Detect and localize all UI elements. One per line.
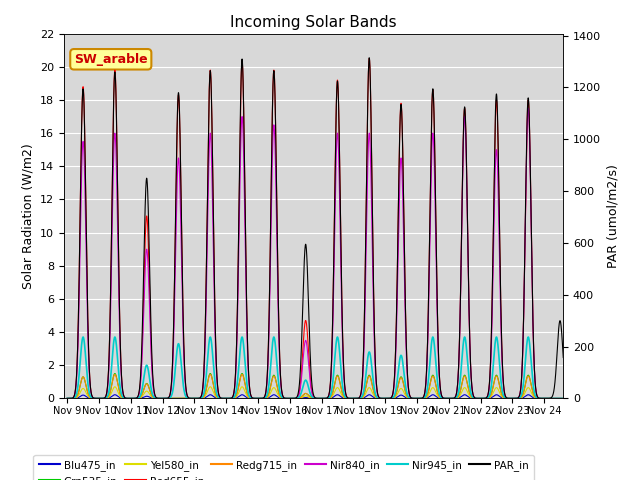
Red655_in <box>364 77 372 83</box>
Red655_in <box>63 396 71 401</box>
Blu475_in <box>440 396 448 401</box>
Redg715_in <box>468 394 476 400</box>
PAR_in <box>387 395 394 401</box>
Nir840_in <box>387 396 394 401</box>
Yel580_in <box>468 395 476 401</box>
Yel580_in <box>89 396 97 401</box>
PAR_in <box>63 396 71 401</box>
Red655_in <box>365 56 373 61</box>
Title: Incoming Solar Bands: Incoming Solar Bands <box>230 15 397 30</box>
Yel580_in <box>248 396 255 401</box>
Grn535_in <box>572 396 580 401</box>
Nir945_in <box>387 396 394 401</box>
Text: SW_arable: SW_arable <box>74 53 148 66</box>
Nir840_in <box>524 105 532 111</box>
Nir840_in <box>63 396 71 401</box>
Redg715_in <box>63 396 71 401</box>
Red655_in <box>248 394 255 399</box>
Redg715_in <box>89 396 97 401</box>
Line: Nir840_in: Nir840_in <box>67 108 576 398</box>
PAR_in <box>440 396 448 401</box>
Nir945_in <box>468 392 476 398</box>
Nir840_in <box>440 396 448 401</box>
Line: Blu475_in: Blu475_in <box>67 395 576 398</box>
Line: Grn535_in: Grn535_in <box>67 373 576 398</box>
Red655_in <box>440 396 448 401</box>
Yel580_in <box>572 396 580 401</box>
Red655_in <box>387 395 394 401</box>
Nir945_in <box>63 396 71 401</box>
Blu475_in <box>468 396 476 401</box>
PAR_in <box>364 77 372 83</box>
Line: Nir945_in: Nir945_in <box>67 337 576 398</box>
Redg715_in <box>248 396 255 401</box>
Legend: Blu475_in, Grn535_in, Yel580_in, Red655_in, Redg715_in, Nir840_in, Nir945_in, PA: Blu475_in, Grn535_in, Yel580_in, Red655_… <box>33 455 534 480</box>
Grn535_in <box>248 396 255 401</box>
Yel580_in <box>387 396 394 401</box>
Line: Redg715_in: Redg715_in <box>67 374 576 398</box>
Nir945_in <box>79 334 87 340</box>
Line: PAR_in: PAR_in <box>67 58 576 398</box>
PAR_in <box>89 395 97 400</box>
Redg715_in <box>364 374 372 380</box>
Redg715_in <box>111 372 118 377</box>
Yel580_in <box>63 396 71 401</box>
PAR_in <box>248 394 255 399</box>
PAR_in <box>572 396 580 401</box>
Blu475_in <box>572 396 580 401</box>
Y-axis label: Solar Radiation (W/m2): Solar Radiation (W/m2) <box>22 143 35 289</box>
Redg715_in <box>572 396 580 401</box>
Blu475_in <box>63 396 71 401</box>
Nir840_in <box>468 380 476 385</box>
Red655_in <box>89 395 97 400</box>
Yel580_in <box>440 396 448 401</box>
PAR_in <box>365 55 373 60</box>
Line: Red655_in: Red655_in <box>67 59 576 398</box>
Blu475_in <box>364 392 372 398</box>
Nir840_in <box>364 147 372 153</box>
Red655_in <box>572 396 580 401</box>
Yel580_in <box>364 385 372 391</box>
Blu475_in <box>89 396 97 401</box>
Grn535_in <box>89 396 97 401</box>
Nir945_in <box>89 396 97 401</box>
Nir945_in <box>248 395 255 401</box>
Grn535_in <box>364 373 372 379</box>
Blu475_in <box>111 392 118 397</box>
Nir945_in <box>364 352 372 358</box>
Y-axis label: PAR (umol/m2/s): PAR (umol/m2/s) <box>607 164 620 268</box>
Yel580_in <box>111 384 118 390</box>
Nir840_in <box>248 394 255 400</box>
Blu475_in <box>248 396 255 401</box>
Grn535_in <box>63 396 71 401</box>
Line: Yel580_in: Yel580_in <box>67 387 576 398</box>
PAR_in <box>468 380 476 385</box>
Red655_in <box>468 380 476 385</box>
Nir945_in <box>572 396 580 401</box>
Nir840_in <box>572 396 580 401</box>
Nir945_in <box>440 396 448 401</box>
Grn535_in <box>387 396 394 401</box>
Redg715_in <box>440 396 448 401</box>
Redg715_in <box>387 396 394 401</box>
Nir840_in <box>89 395 97 400</box>
Grn535_in <box>468 394 476 400</box>
Blu475_in <box>387 396 394 401</box>
Grn535_in <box>440 396 448 401</box>
Grn535_in <box>111 371 118 376</box>
